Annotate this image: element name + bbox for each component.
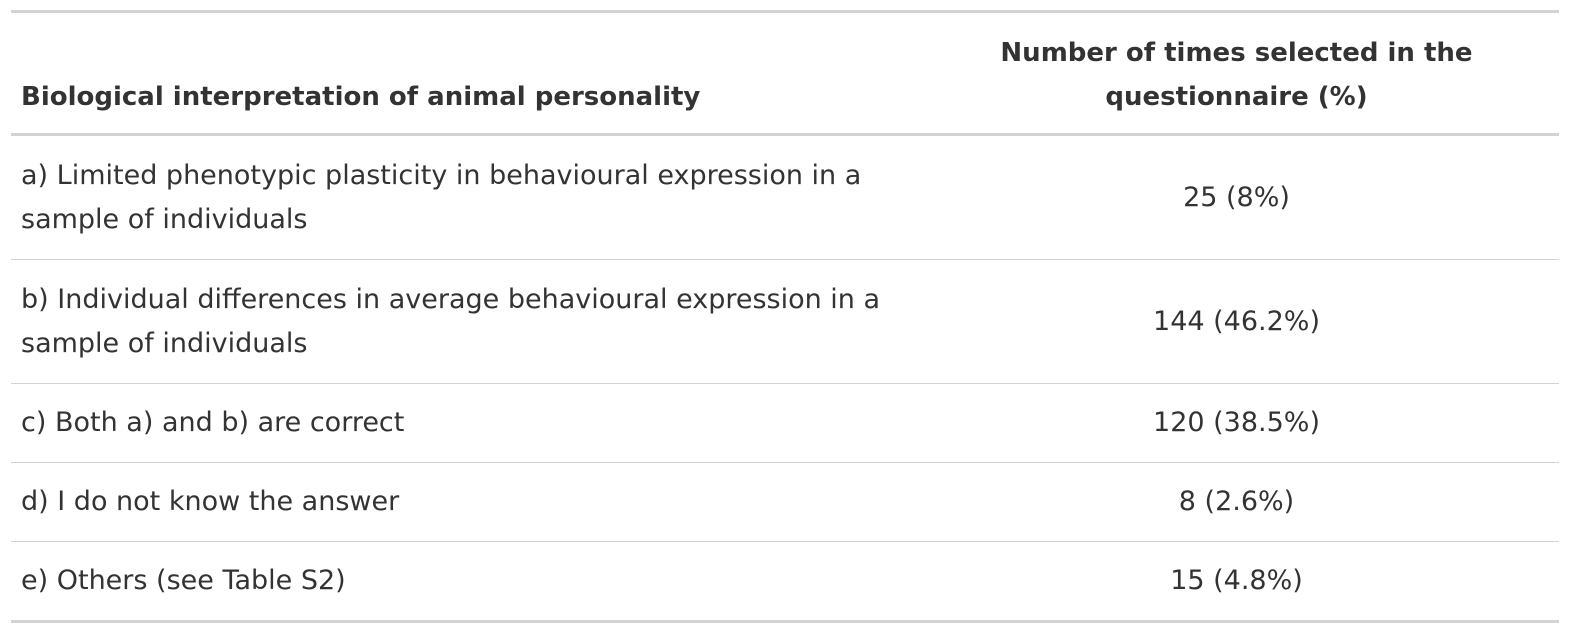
table-row: a) Limited phenotypic plasticity in beha… [11, 135, 1559, 260]
row-label: c) Both a) and b) are correct [11, 383, 914, 463]
table-row: b) Individual differences in average beh… [11, 259, 1559, 384]
row-value: 120 (38.5%) [914, 383, 1559, 463]
row-label: d) I do not know the answer [11, 462, 914, 542]
results-table-container: Biological interpretation of animal pers… [11, 10, 1559, 623]
row-label: b) Individual differences in average beh… [11, 259, 914, 384]
row-value: 25 (8%) [1183, 181, 1290, 213]
table-row: d) I do not know the answer 8 (2.6%) [11, 462, 1559, 542]
row-label: a) Limited phenotypic plasticity in beha… [21, 159, 862, 235]
table-row: e) Others (see Table S2) 15 (4.8%) [11, 541, 1559, 622]
header-row: Biological interpretation of animal pers… [11, 11, 1559, 136]
table-body: a) Limited phenotypic plasticity in beha… [11, 135, 1559, 622]
row-value: 8 (2.6%) [914, 462, 1559, 542]
table-header: Biological interpretation of animal pers… [11, 11, 1559, 136]
row-label: e) Others (see Table S2) [11, 541, 914, 622]
row-value: 144 (46.2%) [914, 259, 1559, 384]
table-row: c) Both a) and b) are correct 120 (38.5%… [11, 383, 1559, 463]
column-header-count: Number of times selected in the question… [914, 11, 1559, 136]
results-table: Biological interpretation of animal pers… [11, 10, 1559, 623]
row-value: 15 (4.8%) [914, 541, 1559, 622]
column-header-interpretation: Biological interpretation of animal pers… [11, 11, 914, 136]
